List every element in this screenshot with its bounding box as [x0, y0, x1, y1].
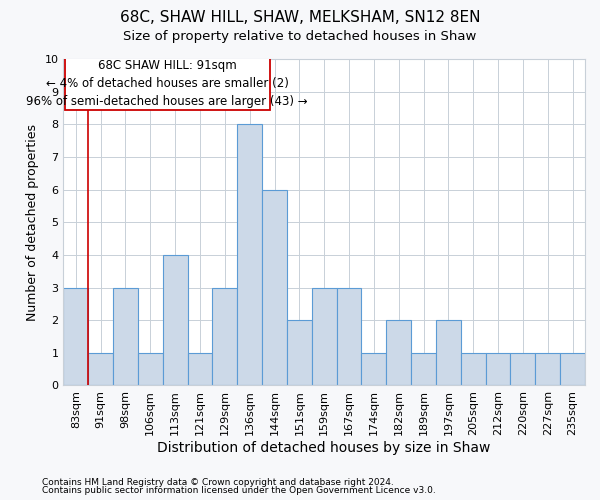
X-axis label: Distribution of detached houses by size in Shaw: Distribution of detached houses by size …	[157, 441, 491, 455]
Bar	[485, 353, 511, 386]
Bar	[113, 288, 138, 386]
Bar	[560, 353, 585, 386]
Bar	[411, 353, 436, 386]
Bar	[88, 353, 113, 386]
Text: Contains HM Land Registry data © Crown copyright and database right 2024.: Contains HM Land Registry data © Crown c…	[42, 478, 394, 487]
Y-axis label: Number of detached properties: Number of detached properties	[26, 124, 39, 320]
Bar	[163, 255, 188, 386]
Bar	[535, 353, 560, 386]
Bar	[188, 353, 212, 386]
Bar	[511, 353, 535, 386]
Bar	[65, 58, 269, 110]
Bar	[64, 288, 88, 386]
Bar	[361, 353, 386, 386]
Bar	[262, 190, 287, 386]
Text: Size of property relative to detached houses in Shaw: Size of property relative to detached ho…	[124, 30, 476, 43]
Bar	[287, 320, 312, 386]
Bar	[386, 320, 411, 386]
Bar	[212, 288, 237, 386]
Bar	[237, 124, 262, 386]
Bar	[461, 353, 485, 386]
Bar	[312, 288, 337, 386]
Bar	[337, 288, 361, 386]
Text: 68C, SHAW HILL, SHAW, MELKSHAM, SN12 8EN: 68C, SHAW HILL, SHAW, MELKSHAM, SN12 8EN	[120, 10, 480, 25]
Bar	[436, 320, 461, 386]
Bar	[138, 353, 163, 386]
Text: Contains public sector information licensed under the Open Government Licence v3: Contains public sector information licen…	[42, 486, 436, 495]
Text: 68C SHAW HILL: 91sqm
← 4% of detached houses are smaller (2)
96% of semi-detache: 68C SHAW HILL: 91sqm ← 4% of detached ho…	[26, 59, 308, 108]
